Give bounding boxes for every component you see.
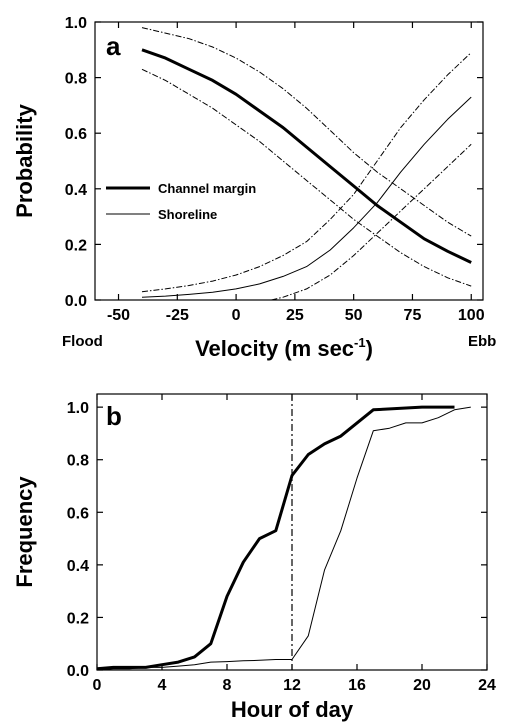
x-tick-label: 20	[413, 677, 431, 694]
panel-b: b Frequency Hour of day	[12, 393, 488, 722]
x-tick-label: -25	[166, 307, 189, 324]
y-tick-label: 0.6	[65, 126, 87, 143]
x-tick-label: 75	[404, 307, 422, 324]
x-tick-label: 25	[286, 307, 304, 324]
x-axis-label-a-close: )	[366, 336, 373, 361]
x-axis-label-a: Velocity (m sec-1)	[195, 335, 373, 361]
y-tick-label: 0.0	[65, 293, 87, 310]
y-tick-label: 0.4	[67, 558, 89, 575]
series-line-shoreline	[141, 96, 472, 298]
series-line-shoreline-upper-ci	[141, 52, 472, 293]
x-tick-label: 50	[345, 307, 363, 324]
flood-label: Flood	[62, 333, 103, 350]
legend-a: Channel margin Shoreline	[106, 181, 256, 222]
x-tick-label: 12	[283, 677, 301, 694]
y-tick-label: 0.0	[67, 663, 89, 680]
y-tick-label: 0.6	[67, 505, 89, 522]
panel-label-b: b	[106, 401, 122, 431]
x-tick-label: 16	[348, 677, 366, 694]
y-tick-label: 1.0	[65, 15, 87, 32]
y-tick-label: 0.4	[65, 182, 87, 199]
x-tick-label: 8	[223, 677, 232, 694]
y-tick-label: 0.8	[67, 453, 89, 470]
chart-marks: -50 -25 0 25 50 75 100 0.0 0.2 0.4 0.6 0.8 1.0 0 4 8 12 1…	[65, 15, 496, 694]
ebb-label: Ebb	[468, 333, 496, 350]
x-axis-label-a-sup: -1	[354, 335, 366, 350]
panel-label-a: a	[106, 31, 121, 61]
x-tick-label: 100	[458, 307, 485, 324]
x-axis-label-a-text: Velocity (m sec	[195, 336, 354, 361]
x-tick-label: 4	[158, 677, 167, 694]
series-line-shoreline	[96, 406, 471, 671]
panel-a: a Probability Velocity (m sec-1) Flood E…	[12, 21, 496, 361]
y-tick-label: 0.8	[65, 71, 87, 88]
y-tick-label: 0.2	[67, 610, 89, 627]
y-tick-label: 1.0	[67, 400, 89, 417]
x-tick-label: 0	[93, 677, 102, 694]
x-tick-label: -50	[107, 307, 130, 324]
y-tick-label: 0.2	[65, 237, 87, 254]
series-line-shoreline-lower-ci	[271, 143, 472, 301]
x-tick-label: 24	[478, 677, 496, 694]
series-line-channel-margin-upper-ci	[141, 27, 472, 237]
series-line-channel-margin	[141, 48, 472, 264]
series-line-channel-margin-lower-ci	[141, 68, 472, 287]
plot-area-a	[94, 21, 484, 301]
x-tick-label: 0	[232, 307, 241, 324]
series-line-channel-margin	[96, 405, 455, 671]
y-axis-label-a: Probability	[12, 103, 37, 217]
legend-label-channel-margin: Channel margin	[158, 181, 256, 196]
legend-label-shoreline: Shoreline	[158, 207, 217, 222]
x-axis-label-b: Hour of day	[231, 697, 354, 722]
y-axis-label-b: Frequency	[12, 476, 37, 588]
